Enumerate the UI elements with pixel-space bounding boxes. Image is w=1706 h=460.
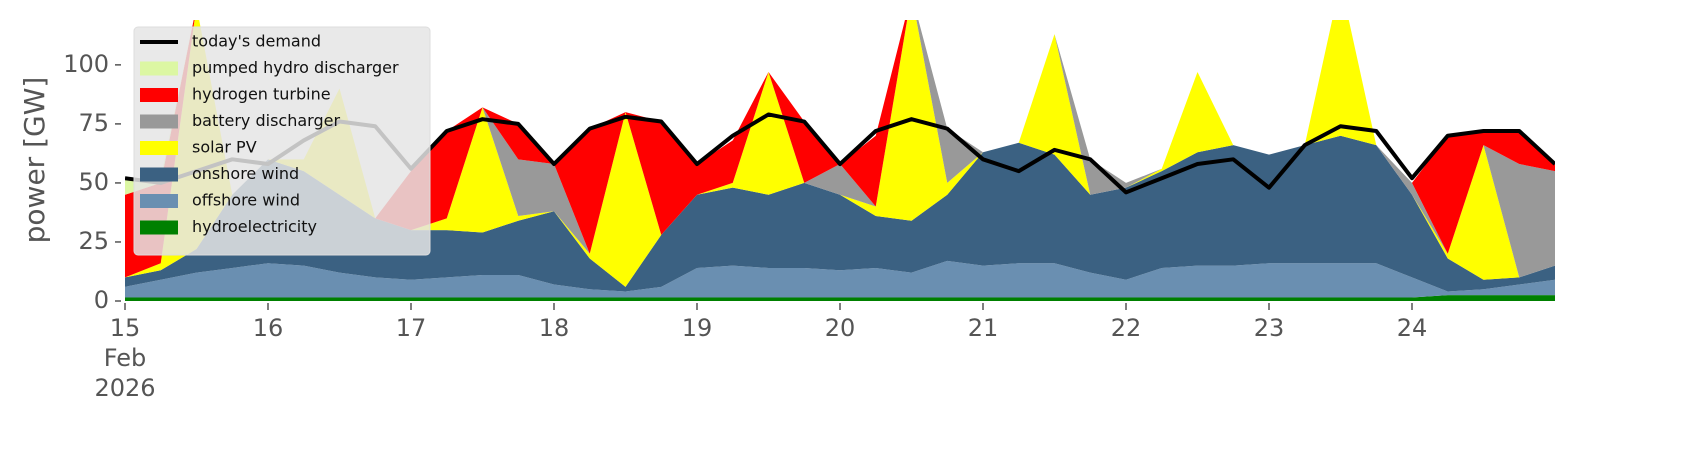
legend-label: onshore wind <box>192 164 299 183</box>
legend-label: pumped hydro discharger <box>192 58 399 77</box>
y-tick-label: 0 <box>94 286 109 314</box>
x-tick-label: 23 <box>1254 314 1285 342</box>
x-tick-label: 15 Feb 2026 <box>94 314 155 402</box>
legend: today's demand pumped hydro discharger hyd… <box>133 26 431 256</box>
y-axis-label: power [GW] <box>18 77 51 244</box>
legend-swatch <box>140 61 178 76</box>
legend-swatch <box>140 141 178 155</box>
area <box>125 260 1555 298</box>
x-tick-label: 22 <box>1111 314 1142 342</box>
x-tick-label: 19 <box>682 314 713 342</box>
legend-label: offshore wind <box>192 191 300 210</box>
legend-box <box>133 26 431 256</box>
area <box>125 135 1555 292</box>
area <box>125 295 1555 301</box>
axes: 0 25 50 75 100 15 Feb 2026 16 17 18 19 20 21 22 23 24 <box>63 50 1427 402</box>
legend-label: hydroelectricity <box>192 217 317 236</box>
x-tick-label: 24 <box>1397 314 1428 342</box>
y-tick-label: 25 <box>78 227 109 255</box>
x-tick-label: 16 <box>253 314 284 342</box>
legend-label: hydrogen turbine <box>192 85 331 104</box>
legend-swatch <box>140 167 178 182</box>
y-tick-label: 100 <box>63 50 109 78</box>
x-tick-label: 18 <box>539 314 570 342</box>
legend-swatch <box>140 220 178 235</box>
legend-swatch <box>140 88 178 102</box>
y-tick-label: 75 <box>78 109 109 137</box>
legend-label: battery discharger <box>192 111 340 130</box>
x-tick-label: 20 <box>825 314 856 342</box>
legend-label: today's demand <box>192 32 321 51</box>
y-tick-label: 50 <box>78 168 109 196</box>
x-tick-label: 21 <box>968 314 999 342</box>
legend-label: solar PV <box>192 138 257 157</box>
x-tick-label: 17 <box>396 314 427 342</box>
area <box>125 20 1555 287</box>
legend-swatch <box>140 114 178 129</box>
legend-swatch <box>140 194 178 208</box>
